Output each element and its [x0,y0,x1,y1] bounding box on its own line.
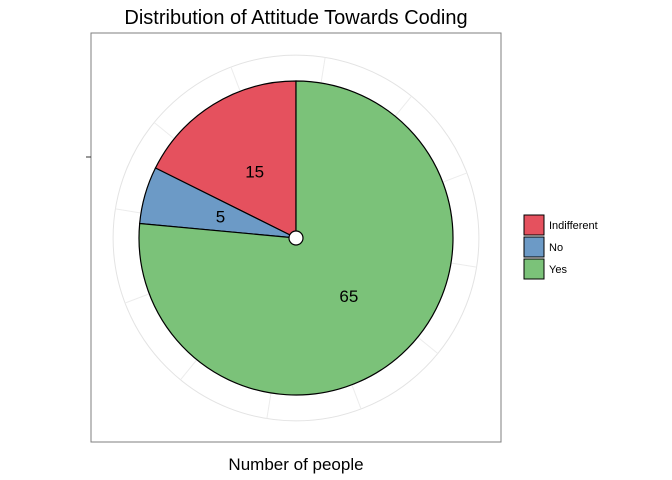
legend-swatch-indifferent [523,214,545,236]
legend-label-yes: Yes [549,264,567,276]
slice-label-indifferent: 15 [245,162,264,181]
legend-label-indifferent: Indifferent [549,220,598,232]
pie-slice-indifferent [154,80,297,239]
grid-circle [112,54,480,422]
center-hole [288,230,304,246]
x-axis-label: Number of people [228,455,363,474]
legend-label-no: No [549,242,563,254]
legend-swatch-no [523,236,545,258]
legend-swatch-yes [523,258,545,280]
slice-labels: 15 5 65 [216,162,359,306]
slice-label-no: 5 [216,208,225,227]
legend: Indifferent No Yes [523,214,598,280]
chart-title: Distribution of Attitude Towards Coding [124,7,467,29]
slice-label-yes: 65 [339,287,358,306]
